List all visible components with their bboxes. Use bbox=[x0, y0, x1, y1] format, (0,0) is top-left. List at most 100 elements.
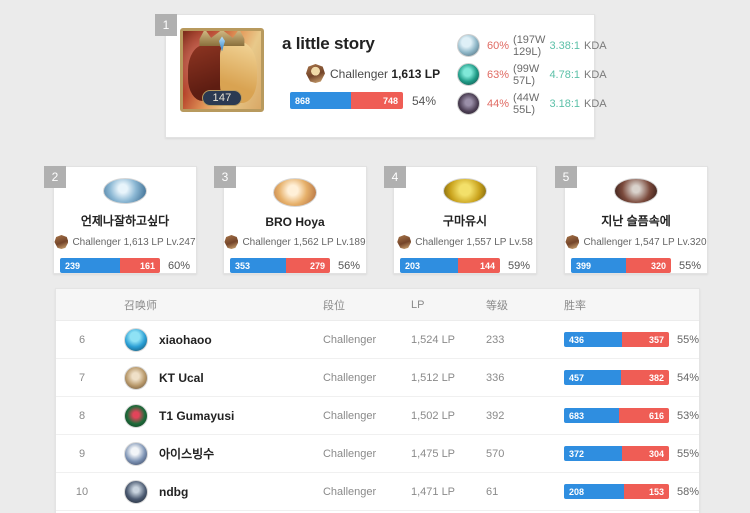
summoner-name[interactable]: 언제나잘하고싶다 bbox=[80, 214, 170, 228]
champion-winrate: 60% bbox=[487, 39, 510, 52]
winrate-value: 55% bbox=[678, 259, 702, 272]
summoner-avatar bbox=[124, 479, 148, 504]
row-rank: 10 bbox=[75, 485, 89, 498]
winrate-value: 55% bbox=[676, 333, 700, 346]
summoner-name[interactable]: a little story bbox=[282, 34, 375, 53]
row-summoner-cell[interactable]: ndbg bbox=[108, 479, 323, 504]
winloss-bar: 239 161 bbox=[59, 258, 160, 273]
summoner-name[interactable]: T1 Gumayusi bbox=[159, 408, 235, 423]
row-level: 570 bbox=[485, 447, 505, 460]
champion-kda-label: KDA bbox=[584, 68, 607, 81]
losses-segment: 153 bbox=[624, 484, 669, 499]
losses-segment: 279 bbox=[285, 258, 330, 273]
champion-stat-row: 63% (99W 57L) 4.78:1 KDA bbox=[457, 61, 607, 88]
champion-kda: 3.38:1 bbox=[549, 39, 581, 52]
rank-badge-1: 1 bbox=[155, 14, 177, 36]
rank-4-card[interactable]: 4 구마유시 Challenger 1,557 LP Lv.58 203 144 bbox=[384, 166, 537, 274]
winloss-row: 239 161 60% bbox=[59, 258, 190, 273]
row-lp: 1,524 LP bbox=[410, 333, 456, 346]
wins-segment: 203 bbox=[399, 258, 459, 273]
summoner-name[interactable]: KT Ucal bbox=[159, 370, 204, 385]
rank-3-card[interactable]: 3 BRO Hoya Challenger 1,562 LP Lv.189 35… bbox=[214, 166, 367, 274]
table-row[interactable]: 8 T1 Gumayusi Challenger 1,502 LP 392 68… bbox=[56, 397, 699, 435]
row-summoner-cell[interactable]: T1 Gumayusi bbox=[108, 403, 323, 428]
wins-segment: 239 bbox=[59, 258, 120, 273]
row-rank: 7 bbox=[78, 371, 86, 384]
summoner-level-badge: 147 bbox=[202, 90, 242, 106]
table-row[interactable]: 6 xiaohaoo Challenger 1,524 LP 233 436 3… bbox=[56, 321, 699, 359]
header-summoner: 召唤师 bbox=[124, 299, 157, 312]
row-lp: 1,512 LP bbox=[410, 371, 456, 384]
champion-kda-label: KDA bbox=[584, 39, 607, 52]
tier-text: Challenger 1,557 LP Lv.58 bbox=[415, 237, 533, 248]
table-row[interactable]: 10 ndbg Challenger 1,471 LP 61 208 153 5… bbox=[56, 473, 699, 511]
table-row[interactable]: 9 아이스빙수 Challenger 1,475 LP 570 372 304 … bbox=[56, 435, 699, 473]
winloss-bar: 683 616 bbox=[563, 408, 669, 423]
rank-2-card[interactable]: 2 언제나잘하고싶다 Challenger 1,613 LP Lv.247 23… bbox=[44, 166, 197, 274]
summoner-avatar bbox=[124, 365, 148, 390]
row-lp: 1,502 LP bbox=[410, 409, 456, 422]
lp-value: 1,557 LP bbox=[466, 236, 507, 248]
summoner-name[interactable]: 구마유시 bbox=[442, 214, 488, 228]
winloss-bar: 372 304 bbox=[563, 446, 669, 461]
table-header-row: 召唤师 段位 LP 等级 胜率 bbox=[56, 289, 699, 321]
tier-row: Challenger 1,547 LP Lv.320 bbox=[565, 235, 707, 249]
winloss-bar: 353 279 bbox=[229, 258, 330, 273]
summoner-avatar bbox=[124, 327, 148, 352]
level-value: Lv.58 bbox=[509, 236, 533, 248]
challenger-emblem-icon bbox=[54, 235, 69, 249]
row-level: 61 bbox=[485, 485, 499, 498]
winrate-value: 56% bbox=[337, 259, 361, 272]
summoner-name[interactable]: 아이스빙수 bbox=[159, 447, 215, 461]
row-summoner-cell[interactable]: 아이스빙수 bbox=[108, 441, 323, 466]
summoner-name[interactable]: BRO Hoya bbox=[265, 215, 325, 229]
row-rank: 9 bbox=[78, 447, 86, 460]
summoner-name[interactable]: 지난 슬픔속에 bbox=[601, 214, 671, 228]
row-lp: 1,475 LP bbox=[410, 447, 456, 460]
wins-segment: 399 bbox=[570, 258, 627, 273]
lp-value: 1,547 LP bbox=[634, 236, 675, 248]
lp-value: 1,562 LP bbox=[293, 236, 334, 248]
row-summoner-cell[interactable]: KT Ucal bbox=[108, 365, 323, 390]
row-winrate-cell: 457 382 54% bbox=[563, 370, 699, 385]
row-level: 336 bbox=[485, 371, 505, 384]
challenger-emblem-icon bbox=[565, 235, 580, 249]
row-level: 233 bbox=[485, 333, 505, 346]
wins-segment: 436 bbox=[563, 332, 622, 347]
wins-segment: 868 bbox=[290, 92, 351, 109]
summoner-name[interactable]: ndbg bbox=[159, 484, 189, 499]
row-rank: 8 bbox=[78, 409, 86, 422]
row-tier: Challenger bbox=[322, 333, 377, 346]
champion-kda: 4.78:1 bbox=[549, 68, 581, 81]
winloss-bar: 436 357 bbox=[563, 332, 669, 347]
level-value: Lv.247 bbox=[166, 236, 196, 248]
row-winrate-cell: 683 616 53% bbox=[563, 408, 700, 423]
losses-segment: 357 bbox=[621, 332, 669, 347]
challenger-emblem-icon bbox=[224, 235, 239, 249]
rank-1-card[interactable]: 1 147 a little story Challenger bbox=[155, 14, 607, 138]
losses-segment: 161 bbox=[119, 258, 160, 273]
rank-badge-5: 5 bbox=[555, 166, 577, 188]
champion-icon-3 bbox=[457, 92, 480, 115]
summoner-name[interactable]: xiaohaoo bbox=[159, 332, 212, 347]
lp-value: 1,613 LP bbox=[391, 66, 441, 81]
wins-segment: 457 bbox=[563, 370, 622, 385]
table-row[interactable]: 7 KT Ucal Challenger 1,512 LP 336 457 38… bbox=[56, 359, 699, 397]
champion-winrate: 63% bbox=[487, 68, 510, 81]
winloss-row: 868 748 54% bbox=[290, 92, 457, 109]
champion-kda: 3.18:1 bbox=[549, 97, 581, 110]
rank-badge-3: 3 bbox=[214, 166, 236, 188]
tier-label: Challenger bbox=[330, 66, 389, 81]
wins-segment: 683 bbox=[563, 408, 620, 423]
rank-5-card[interactable]: 5 지난 슬픔속에 Challenger 1,547 LP Lv.320 399… bbox=[555, 166, 708, 274]
tier-text: Challenger 1,562 LP Lv.189 bbox=[242, 237, 365, 248]
header-lp: LP bbox=[411, 298, 425, 311]
summoner-avatar bbox=[614, 178, 658, 204]
winrate-value: 53% bbox=[676, 409, 700, 422]
winrate-value: 54% bbox=[412, 93, 437, 108]
tier-row: Challenger 1,613 LP bbox=[306, 64, 457, 83]
header-tier: 段位 bbox=[323, 299, 345, 312]
row-winrate-cell: 436 357 55% bbox=[563, 332, 700, 347]
row-summoner-cell[interactable]: xiaohaoo bbox=[108, 327, 323, 352]
